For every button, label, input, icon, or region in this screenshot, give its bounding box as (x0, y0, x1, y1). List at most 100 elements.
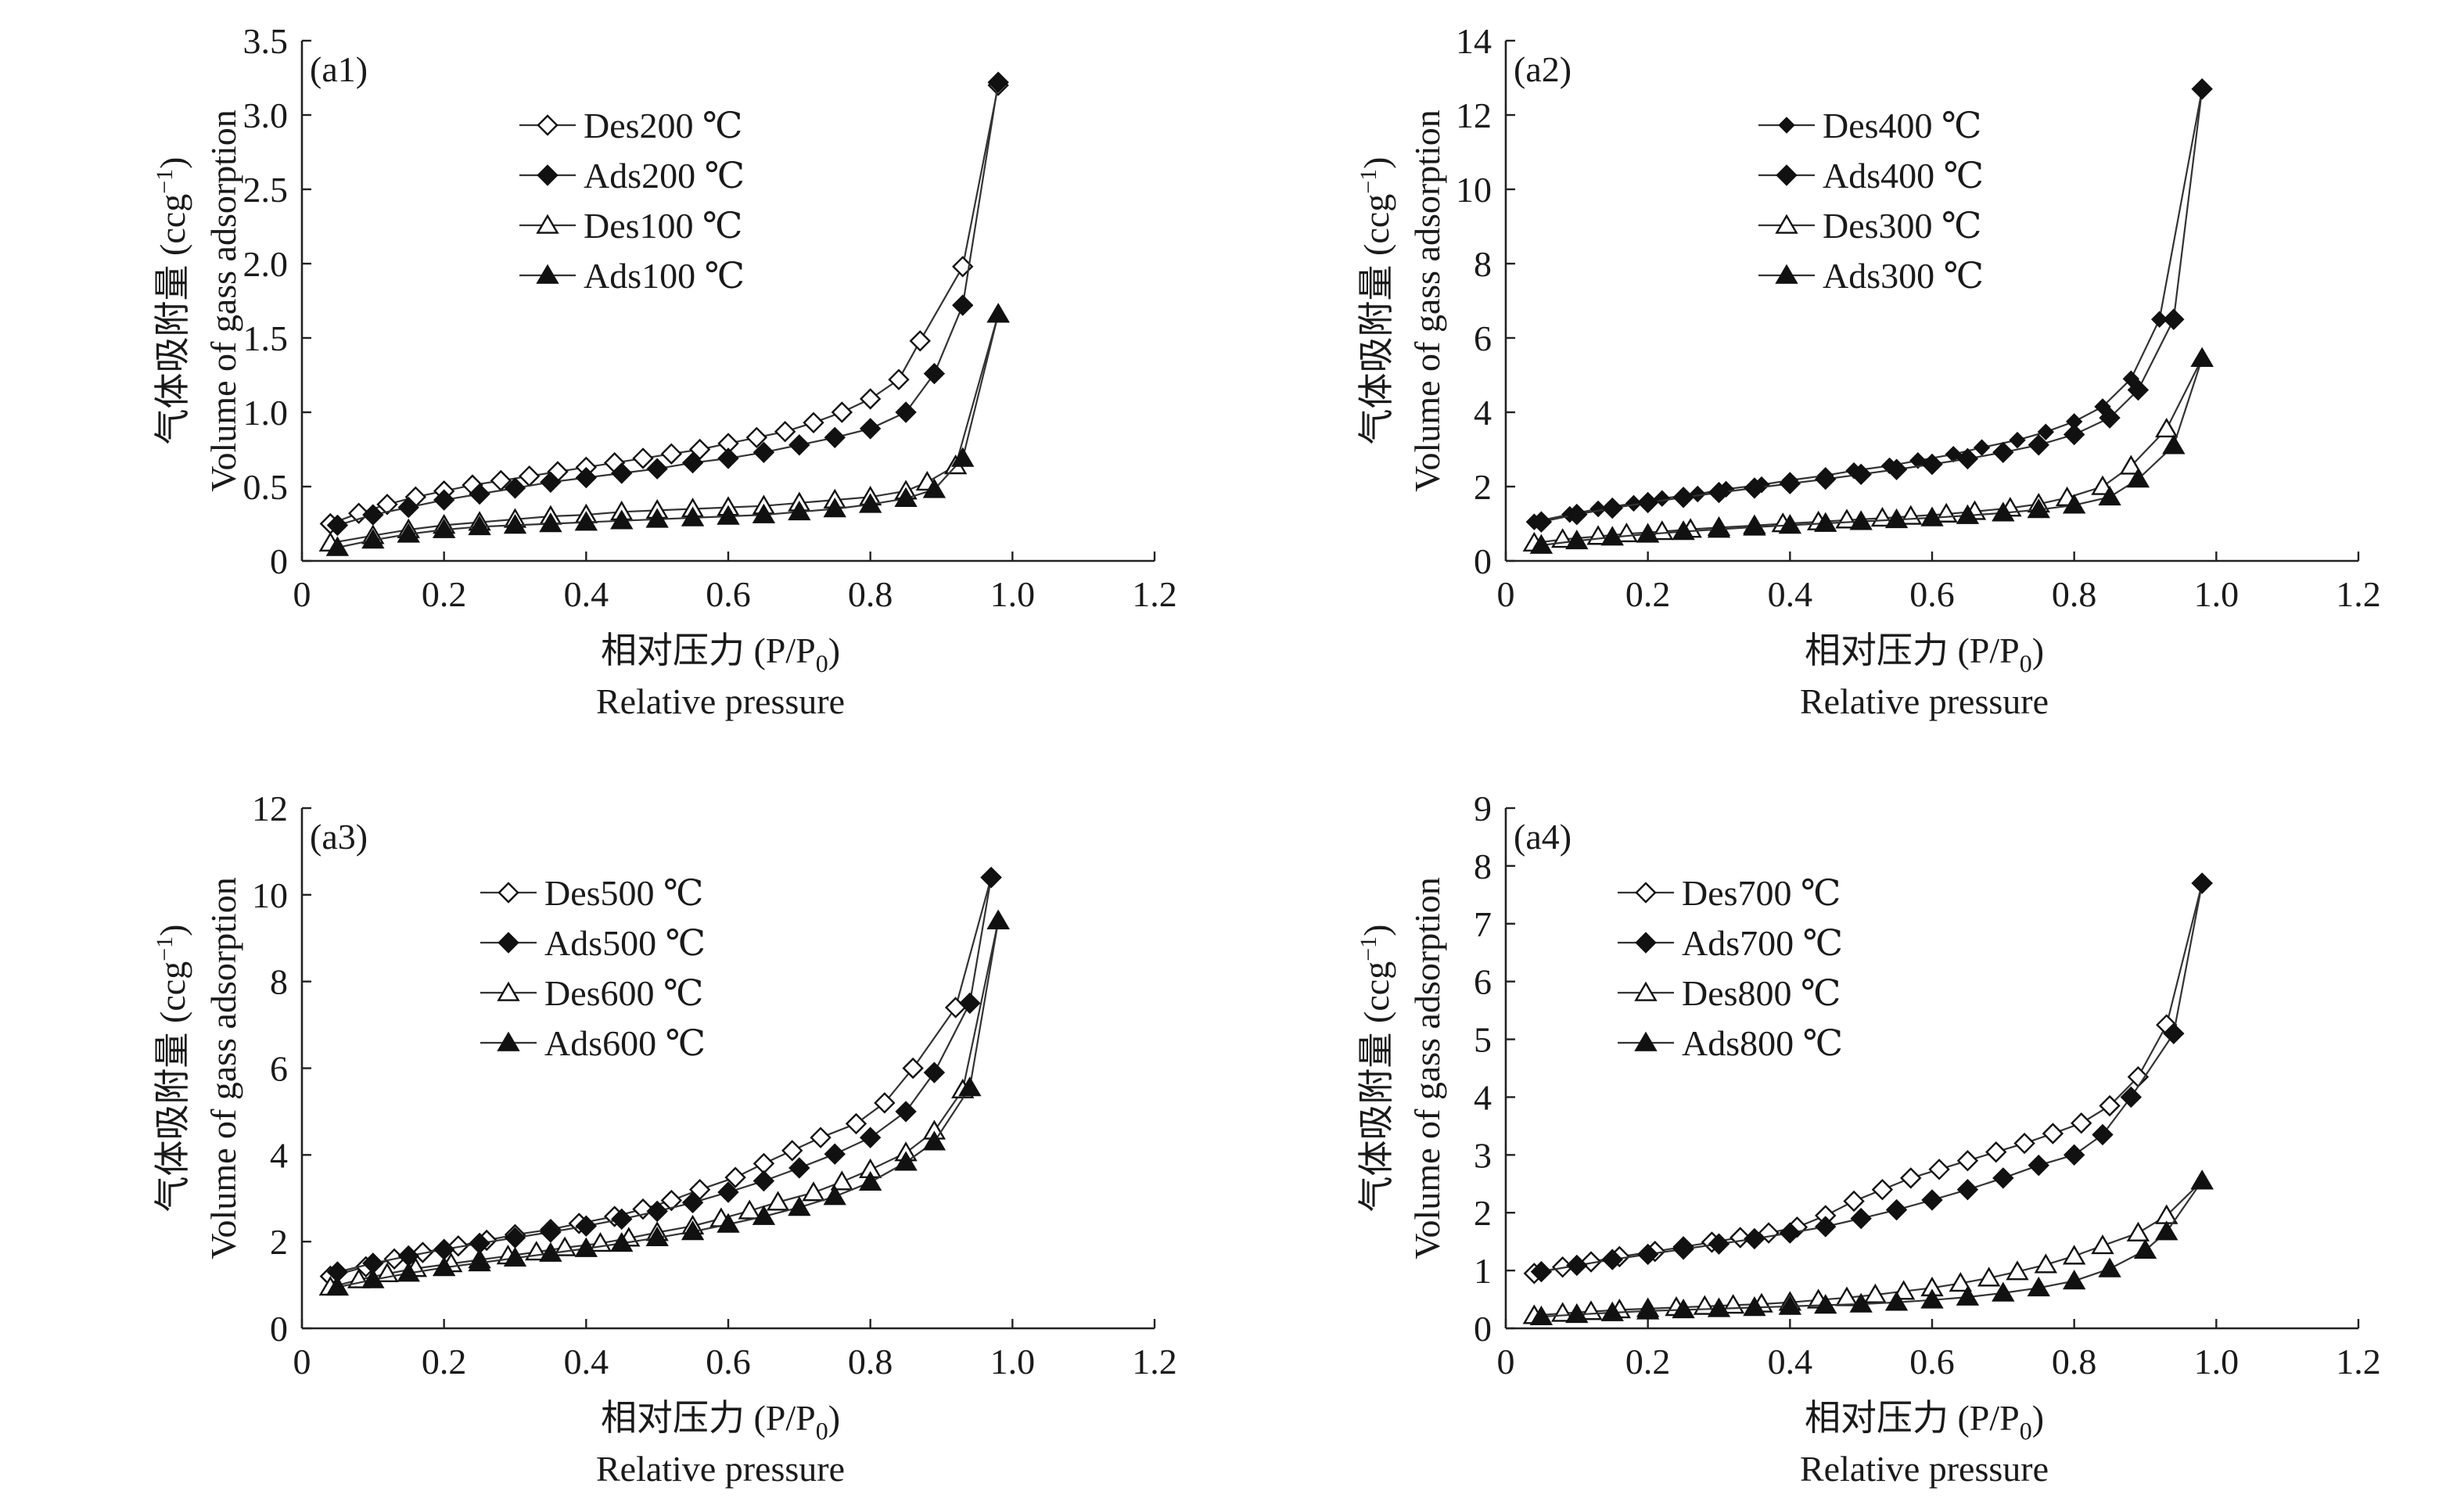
data-point (326, 514, 349, 537)
data-point (752, 1205, 776, 1225)
data-point (539, 512, 562, 533)
legend-label: Ads100 ℃ (584, 256, 745, 296)
data-point (1992, 501, 2015, 522)
data-point (895, 1101, 917, 1123)
data-point (540, 1221, 562, 1243)
legend-label: Des700 ℃ (1682, 873, 1841, 913)
legend: Des500 ℃ Ads500 ℃ Des600 ℃ Ads600 ℃ (480, 873, 706, 1063)
data-point (717, 505, 740, 525)
data-point (1708, 1233, 1730, 1255)
data-point (1891, 1280, 1916, 1300)
data-point (781, 1140, 803, 1162)
data-point (1814, 1294, 1837, 1314)
data-point (958, 1076, 982, 1097)
data-point (397, 496, 419, 519)
y-tick-label: 0.5 (243, 467, 289, 507)
data-point (1550, 1302, 1575, 1322)
data-point (1566, 1254, 1588, 1277)
data-point (2091, 1234, 2114, 1255)
data-point (325, 1275, 350, 1296)
data-point (1600, 526, 1624, 546)
data-point (2063, 1144, 2085, 1166)
legend-label: Ads800 ℃ (1682, 1023, 1843, 1063)
x-axis-title-cn: 相对压力 (P/P0) (601, 1398, 840, 1445)
legend-marker (1778, 117, 1795, 134)
panel-label: (a2) (1514, 49, 1571, 89)
y-tick-label: 0 (270, 1309, 288, 1349)
legend-label: Des200 ℃ (584, 106, 743, 146)
data-point (1815, 1216, 1837, 1238)
data-point (1708, 481, 1730, 504)
legend: Des200 ℃ Ads200 ℃ Des100 ℃ Ads100 ℃ (519, 106, 745, 296)
data-point (1672, 520, 1695, 541)
data-point (2013, 1132, 2035, 1155)
data-point (2155, 1220, 2178, 1241)
data-point (1672, 487, 1694, 508)
data-point (575, 1215, 598, 1237)
y-tick-label: 9 (1474, 789, 1492, 828)
data-point (468, 515, 491, 536)
data-point (1601, 1249, 1623, 1270)
data-point (1884, 508, 1909, 529)
legend-marker (497, 1031, 520, 1051)
data-point (717, 447, 739, 469)
data-point (2099, 1094, 2121, 1117)
y-tick-label: 0 (1474, 1309, 1492, 1349)
data-point (2126, 468, 2150, 488)
legend-label: Des300 ℃ (1823, 206, 1982, 246)
data-point (923, 362, 946, 385)
data-point (1956, 1285, 1980, 1306)
x-tick-label: 1.0 (990, 1342, 1036, 1382)
data-point (1814, 512, 1837, 532)
data-point (2122, 370, 2140, 387)
data-point (2009, 431, 2026, 449)
data-point (1707, 518, 1731, 538)
data-point (831, 401, 853, 423)
data-point (1850, 1207, 1872, 1230)
data-point (845, 1112, 867, 1135)
y-axis-title-cn: 气体吸附量 (ccg−1) (152, 925, 192, 1213)
panel-a2: 0 2 4 6 8 10 12 14 0 0.2 0.4 0.6 0.8 1.0 1.2 (a2) 相对压力 (… (1356, 21, 2381, 721)
axes: 0 2 4 6 8 10 12 14 0 0.2 0.4 0.6 0.8 1.0 1.2 (1456, 21, 2381, 614)
data-point (1707, 1297, 1731, 1317)
data-point (823, 498, 846, 518)
data-point (2127, 379, 2150, 401)
legend-marker (1775, 214, 1798, 234)
data-point (803, 411, 824, 433)
data-point (859, 1126, 882, 1148)
x-tick-label: 0 (1497, 574, 1515, 614)
data-point (575, 466, 598, 489)
data-point (824, 1143, 846, 1165)
x-axis-title-cn: 相对压力 (P/P0) (601, 631, 840, 677)
data-point (2163, 1022, 2185, 1044)
y-axis-title-en: Volume of gass adsorption (203, 877, 243, 1259)
series-2 (1530, 78, 2213, 533)
legend-label: Ads700 ℃ (1682, 923, 1843, 963)
legend-marker (1634, 981, 1658, 1001)
data-point (1920, 1288, 1944, 1309)
data-point (447, 1235, 469, 1257)
y-tick-label: 4 (270, 1135, 288, 1175)
legend-label: Ads500 ℃ (544, 923, 706, 963)
series-2 (326, 866, 1002, 1283)
data-point (745, 426, 768, 448)
data-point (788, 500, 811, 521)
data-point (902, 1057, 924, 1080)
data-point (752, 1170, 775, 1192)
legend-label: Des600 ℃ (544, 973, 704, 1013)
x-tick-label: 0.4 (564, 574, 609, 614)
axes: 0 1 2 3 4 5 6 7 8 9 0 0.2 0.4 0.6 0.8 1.0 1.2 (1474, 789, 2381, 1382)
data-point (1778, 514, 1802, 534)
data-point (922, 478, 946, 498)
x-axis-title-en: Relative pressure (596, 681, 845, 721)
data-point (894, 487, 918, 507)
y-tick-label: 8 (1474, 846, 1492, 886)
data-point (1779, 1222, 1801, 1244)
data-point (923, 1062, 946, 1083)
y-tick-label: 7 (1474, 904, 1492, 944)
data-point (1743, 1296, 1766, 1317)
data-point (397, 523, 420, 543)
x-tick-label: 0.4 (564, 1342, 609, 1382)
data-point (1928, 1159, 1950, 1180)
y-tick-label: 2.0 (243, 244, 289, 284)
